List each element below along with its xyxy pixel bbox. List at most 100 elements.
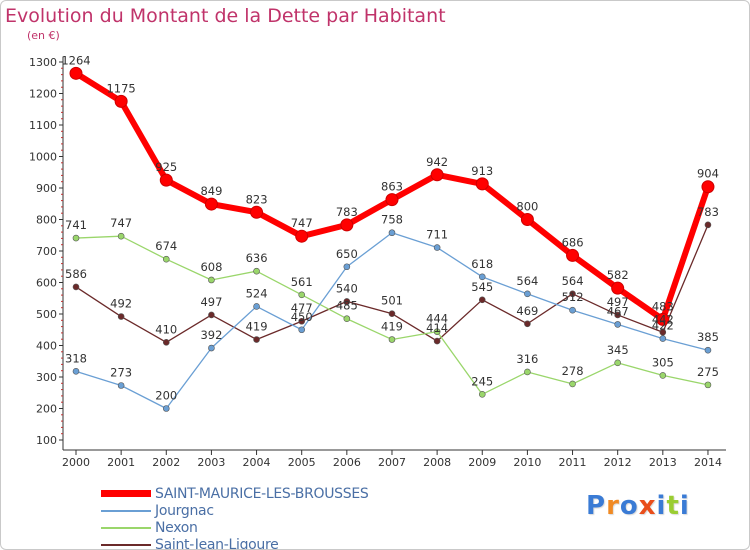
data-point: [162, 405, 170, 412]
data-point: [524, 320, 531, 328]
y-tick-label: 400: [36, 340, 57, 353]
data-labels: 1264 1175 925 849 823 747 783 863 942 913 800 686 58…: [61, 53, 719, 402]
data-label: 497: [607, 295, 629, 309]
data-label: 1175: [106, 81, 135, 95]
legend-label: Jourgnac: [155, 502, 214, 519]
data-label: 686: [562, 235, 584, 249]
y-tick-label: 100: [36, 434, 57, 447]
data-point: [566, 248, 580, 262]
series-2: [72, 232, 712, 398]
data-label: 385: [697, 330, 719, 344]
legend-item: Nexon: [101, 519, 368, 536]
axes: 100 200 300 400 500 600 700 800 900 1000 1100 1200 1…: [29, 56, 726, 469]
data-point: [569, 306, 576, 314]
data-label: 477: [291, 301, 313, 315]
legend-swatch: [101, 490, 151, 497]
data-label: 586: [65, 267, 87, 281]
data-point: [659, 372, 667, 379]
y-tick-label: 700: [36, 245, 57, 258]
y-tick-label: 1200: [29, 88, 57, 101]
data-point: [208, 344, 215, 352]
data-point: [298, 326, 306, 334]
data-point: [388, 310, 396, 317]
data-label: 345: [607, 343, 629, 357]
x-tick-label: 2008: [423, 456, 451, 469]
data-point: [569, 380, 576, 388]
legend-item: SAINT-MAURICE-LES-BROUSSES: [101, 485, 369, 502]
legend-item: Jourgnac: [101, 502, 368, 519]
data-label: 747: [291, 216, 313, 230]
data-point: [433, 328, 441, 335]
data-label: 524: [246, 286, 268, 300]
y-tick-label: 800: [36, 214, 57, 227]
data-label: 711: [426, 228, 448, 242]
data-point: [701, 180, 715, 194]
data-point: [478, 296, 486, 304]
legend-label: SAINT-MAURICE-LES-BROUSSES: [155, 485, 369, 502]
data-label: 618: [471, 257, 493, 271]
x-tick-label: 2003: [197, 456, 225, 469]
data-point: [430, 168, 444, 182]
data-label: 419: [381, 320, 403, 334]
unit-label: (en €): [27, 29, 60, 42]
data-label: 305: [652, 355, 674, 369]
data-label: 414: [426, 321, 448, 335]
data-label: 485: [336, 299, 358, 313]
series-3: [72, 221, 712, 346]
data-point: [433, 337, 441, 345]
data-point: [204, 197, 218, 211]
y-tick-label: 1300: [29, 56, 57, 69]
logo-letter: t: [666, 491, 680, 521]
data-point: [659, 335, 667, 342]
data-label: 674: [155, 239, 177, 253]
data-point: [433, 244, 441, 251]
data-label: 783: [697, 205, 719, 219]
y-tick-label: 900: [36, 182, 57, 195]
data-label: 450: [291, 310, 313, 324]
data-point: [704, 221, 712, 229]
data-point: [253, 303, 260, 310]
data-point: [162, 255, 170, 263]
data-point: [343, 263, 351, 271]
data-label: 483: [652, 299, 674, 313]
data-point: [659, 328, 667, 336]
data-label: 608: [200, 260, 222, 274]
data-label: 422: [652, 319, 674, 333]
data-point: [478, 391, 486, 398]
y-tick-label: 500: [36, 308, 57, 321]
legend-swatch: [101, 526, 151, 529]
data-point: [295, 229, 309, 243]
data-label: 741: [65, 218, 87, 232]
data-label: 758: [381, 213, 403, 227]
data-point: [253, 336, 260, 343]
data-point: [704, 346, 712, 354]
data-label: 942: [426, 155, 448, 169]
data-label: 469: [516, 304, 538, 318]
data-label: 582: [607, 268, 629, 282]
y-tick-label: 600: [36, 277, 57, 290]
series-0: [69, 66, 715, 326]
data-point: [614, 311, 621, 319]
data-point: [72, 283, 80, 291]
data-point: [159, 173, 173, 187]
data-label: 492: [110, 297, 132, 311]
data-label: 564: [516, 274, 538, 288]
data-label: 278: [562, 364, 584, 378]
x-tick-label: 2001: [107, 456, 135, 469]
data-label: 245: [471, 374, 493, 388]
data-label: 849: [200, 184, 222, 198]
y-tick-label: 200: [36, 403, 57, 416]
x-tick-label: 2002: [152, 456, 180, 469]
series-1: [72, 229, 712, 412]
data-label: 747: [110, 216, 132, 230]
x-tick-label: 2012: [604, 456, 632, 469]
data-label: 392: [200, 328, 222, 342]
data-point: [475, 177, 489, 191]
legend-swatch: [101, 509, 151, 512]
proxiti-logo: Proxiti: [586, 491, 690, 521]
data-label: 419: [246, 320, 268, 334]
legend-label: Nexon: [155, 519, 198, 536]
data-label: 1264: [61, 53, 90, 67]
data-label: 783: [336, 205, 358, 219]
